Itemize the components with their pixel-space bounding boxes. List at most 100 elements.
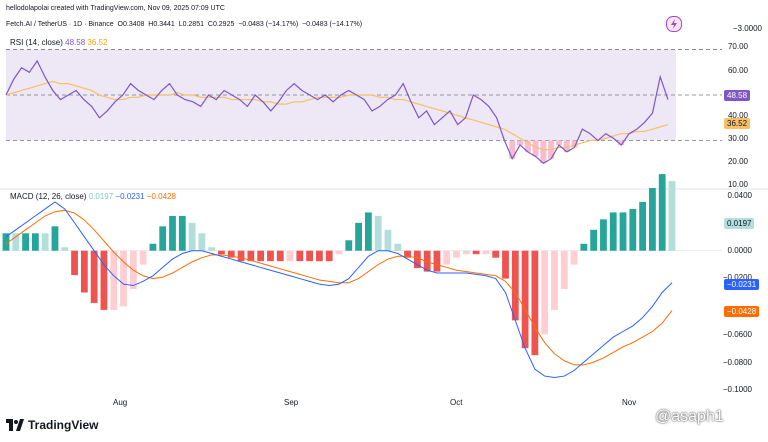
macd-title-row: MACD (12, 26, close) 0.0197 −0.0231 −0.0… bbox=[10, 192, 176, 201]
macd-line-badge: −0.0231 bbox=[724, 279, 760, 290]
change-value: −0.0483 (−14.17%) bbox=[238, 21, 299, 28]
close-label: C bbox=[207, 21, 213, 28]
macd-histogram-bar bbox=[90, 250, 98, 303]
macd-histogram-bar bbox=[267, 250, 274, 262]
symbol-line: Fetch.AI / TetherUS · 1D · Binance O0.34… bbox=[6, 21, 362, 28]
macd-histogram-bar bbox=[218, 250, 225, 255]
macd-histogram-bar bbox=[2, 233, 10, 251]
rsi-axis-70: 70.00 bbox=[727, 42, 748, 51]
macd-histogram-bar bbox=[335, 250, 343, 255]
macd-histogram-bar bbox=[619, 212, 627, 251]
close-value: 0.2925 bbox=[212, 21, 235, 28]
macd-histogram-bar bbox=[384, 229, 392, 251]
macd-signal-label: −0.0428 bbox=[146, 192, 176, 201]
macd-histogram-bar bbox=[306, 250, 314, 262]
macd-histogram-bar bbox=[404, 250, 411, 258]
macd-histogram-bar bbox=[31, 233, 39, 251]
macd-histogram-bar bbox=[257, 250, 265, 262]
watermark-text: @asaph1 bbox=[655, 408, 724, 425]
macd-histogram-bar bbox=[521, 250, 529, 349]
macd-histogram-bar bbox=[462, 250, 470, 255]
rsi-title: RSI (14, close) bbox=[10, 38, 63, 47]
macd-histogram-bar bbox=[276, 250, 284, 262]
macd-axis-008: −0.0800 bbox=[722, 358, 752, 367]
low-label: L bbox=[178, 21, 183, 28]
right-price-label: −3.0000 bbox=[732, 24, 762, 33]
rsi-axis-20: 20.00 bbox=[727, 157, 748, 166]
rsi-value-badge: 48.58 bbox=[724, 90, 751, 101]
macd-histogram-bar bbox=[492, 250, 500, 258]
macd-histogram-bar bbox=[120, 250, 127, 307]
macd-histogram-bar bbox=[374, 215, 382, 251]
macd-histogram-bar bbox=[531, 250, 539, 356]
macd-histogram-bar bbox=[394, 243, 402, 251]
rsi-line bbox=[5, 59, 669, 164]
x-label-oct: Oct bbox=[450, 398, 463, 407]
alert-bolt-icon[interactable] bbox=[666, 16, 682, 32]
high-label: H bbox=[148, 21, 154, 28]
macd-axis-002: −0.0200 bbox=[722, 273, 752, 282]
macd-histogram-bar bbox=[296, 250, 304, 262]
rsi-value-label: 48.58 bbox=[65, 38, 86, 47]
x-label-nov: Nov bbox=[622, 398, 637, 407]
macd-histogram-bar bbox=[345, 240, 353, 251]
rsi-title-row: RSI (14, close) 48.58 36.52 bbox=[10, 38, 107, 47]
macd-histogram-bar bbox=[570, 250, 578, 265]
macd-histogram-bar bbox=[41, 233, 49, 251]
macd-histogram-bar bbox=[198, 233, 206, 251]
macd-histogram-bar bbox=[208, 247, 216, 251]
tradingview-logo-icon bbox=[6, 419, 24, 431]
low-value: 0.2851 bbox=[182, 21, 204, 28]
macd-title: MACD (12, 26, close) bbox=[10, 192, 87, 201]
macd-histogram-bar bbox=[472, 250, 480, 255]
macd-histogram-bar bbox=[560, 250, 568, 290]
macd-histogram-bar bbox=[247, 250, 255, 262]
tradingview-logo-text: TradingView bbox=[28, 418, 99, 432]
macd-histogram-bar bbox=[413, 250, 421, 269]
macd-histogram-bar bbox=[658, 174, 666, 251]
macd-histogram-bar bbox=[668, 181, 676, 251]
macd-histogram-bar bbox=[316, 250, 323, 262]
rsi-axis-30: 30.00 bbox=[727, 134, 748, 143]
macd-histogram-bar bbox=[600, 219, 607, 251]
open-value: 0.3408 bbox=[122, 21, 145, 28]
x-label-aug: Aug bbox=[113, 398, 128, 407]
rsi-axis-10: 10.00 bbox=[727, 180, 748, 189]
macd-histogram-bar bbox=[237, 250, 245, 262]
macd-histogram-bar bbox=[502, 250, 509, 279]
change-value-2: −0.0483 (−14.17%) bbox=[302, 21, 363, 28]
macd-histogram-bar bbox=[443, 250, 451, 265]
macd-histogram-bar bbox=[364, 212, 372, 251]
macd-signal-line bbox=[5, 209, 673, 366]
macd-histogram-bar bbox=[580, 243, 588, 251]
rsi-axis-60: 60.00 bbox=[727, 66, 748, 75]
macd-histogram-bar bbox=[551, 250, 558, 310]
macd-histogram-bar bbox=[169, 215, 176, 251]
macd-axis-004: 0.0400 bbox=[727, 191, 752, 200]
macd-histogram-bar bbox=[423, 250, 431, 272]
macd-histogram-bar bbox=[355, 222, 362, 251]
macd-histogram-bar bbox=[12, 233, 20, 251]
macd-histogram-bar bbox=[80, 250, 88, 293]
tradingview-logo: TradingView bbox=[6, 418, 98, 432]
rsi-ma-label: 36.52 bbox=[87, 38, 108, 47]
high-value: 0.3441 bbox=[153, 21, 175, 28]
macd-histogram-bar bbox=[22, 233, 29, 251]
macd-histogram-bar bbox=[139, 250, 147, 265]
rsi-axis-40: 40.00 bbox=[727, 111, 748, 120]
macd-histogram-bar bbox=[609, 212, 617, 251]
macd-histogram-bar bbox=[110, 250, 118, 310]
macd-axis-010: −0.1000 bbox=[722, 385, 752, 394]
rsi-ma-badge: 36.52 bbox=[724, 118, 751, 129]
symbol-text: Fetch.AI / TetherUS · 1D · Binance bbox=[6, 21, 114, 28]
macd-histogram-bar bbox=[227, 250, 235, 258]
macd-histogram-bar bbox=[71, 250, 78, 276]
macd-histogram-bar bbox=[639, 201, 647, 251]
macd-histogram-bar bbox=[51, 226, 59, 251]
macd-histogram-bar bbox=[188, 222, 196, 251]
macd-histogram-bar bbox=[453, 250, 460, 258]
macd-histogram-bar bbox=[590, 229, 598, 251]
macd-histogram-bar bbox=[433, 250, 441, 272]
macd-histogram-bar bbox=[159, 226, 167, 251]
